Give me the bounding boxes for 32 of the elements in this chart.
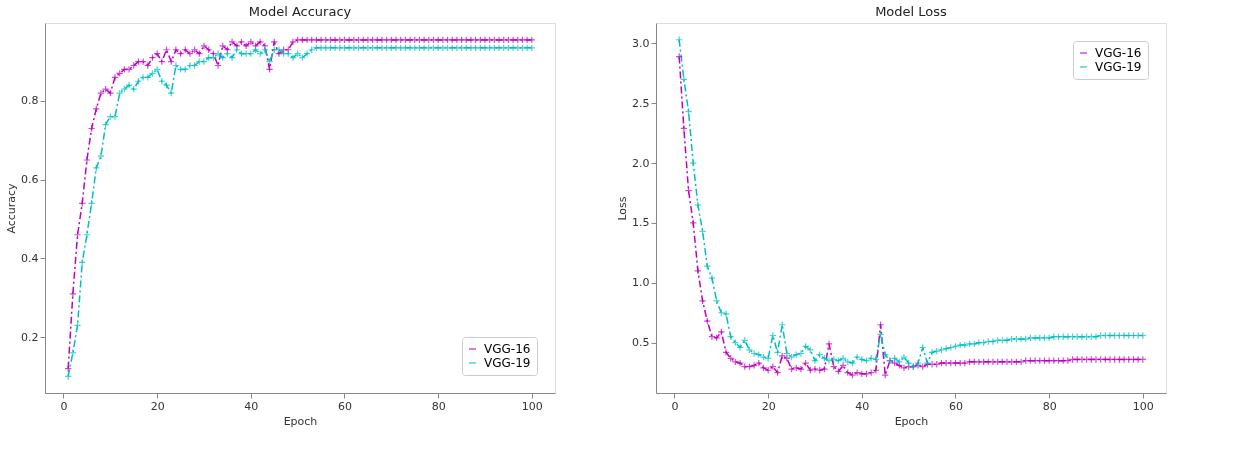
x-tick-label: 60 (948, 399, 963, 413)
y-tick-label: 2.0 (632, 156, 650, 170)
x-axis-title: Epoch (894, 414, 929, 428)
legend-label: VGG-16 (484, 342, 531, 356)
x-tick-label: 100 (521, 399, 543, 413)
x-tick-label: 100 (1132, 399, 1154, 413)
x-axis-title: Epoch (283, 414, 318, 428)
y-tick-label: 2.5 (632, 96, 650, 110)
x-tick-label: 40 (855, 399, 870, 413)
x-tick-label: 80 (431, 399, 446, 413)
x-tick-label: 20 (761, 399, 776, 413)
chart-title: Model Loss (875, 4, 948, 19)
y-tick-label: 0.4 (21, 251, 39, 265)
x-tick-label: 0 (671, 399, 679, 413)
x-tick-label: 40 (244, 399, 259, 413)
y-tick-label: 1.5 (632, 216, 650, 230)
legend-label: VGG-19 (484, 356, 531, 370)
y-tick-label: 0.6 (21, 173, 39, 187)
x-tick-label: 80 (1042, 399, 1057, 413)
chart-title: Model Accuracy (248, 4, 352, 19)
legend-label: VGG-16 (1095, 46, 1142, 60)
y-tick-label: 0.5 (632, 336, 650, 350)
y-tick-label: 1.0 (632, 276, 650, 290)
x-tick-label: 60 (337, 399, 352, 413)
x-tick-label: 0 (60, 399, 68, 413)
y-tick-label: 3.0 (632, 36, 650, 50)
y-axis-title: Loss (616, 196, 630, 221)
y-tick-label: 0.8 (21, 94, 39, 108)
x-tick-label: 20 (150, 399, 165, 413)
y-tick-label: 0.2 (21, 330, 39, 344)
y-axis-title: Accuracy (5, 182, 19, 234)
legend-label: VGG-19 (1095, 60, 1142, 74)
